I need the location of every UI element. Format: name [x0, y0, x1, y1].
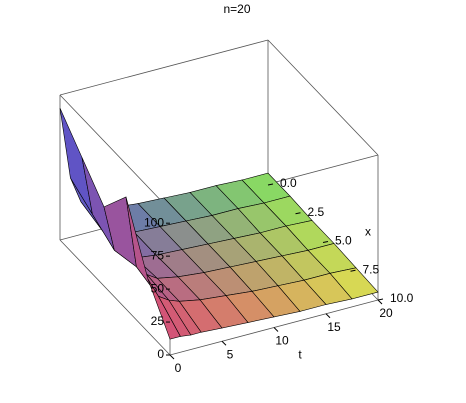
x-tick-label: 10.0 [390, 291, 414, 305]
tick-mark [350, 269, 356, 272]
box-edge [59, 39, 269, 96]
tick-mark [267, 183, 274, 186]
t-tick-label: 10 [275, 334, 289, 348]
x-tick-label: 5.0 [335, 234, 352, 248]
box-edge [59, 94, 171, 211]
x-tick-label: 2.5 [308, 205, 325, 219]
box-edge [267, 39, 379, 156]
box-edge [59, 239, 171, 356]
x-axis-label: x [365, 225, 371, 239]
chart-title: n=20 [223, 2, 250, 16]
t-tick-label: 5 [227, 347, 234, 361]
tick-mark [295, 212, 301, 215]
t-tick-label: 20 [379, 306, 393, 320]
tick-mark [221, 340, 227, 346]
x-tick-label: 7.5 [363, 262, 380, 276]
z-tick-label: 25 [151, 314, 165, 328]
tick-mark [325, 313, 331, 319]
z-tick-label: 0 [157, 347, 164, 361]
surface-patch [147, 279, 181, 340]
z-tick-label: 75 [151, 248, 165, 262]
tick-mark [377, 298, 384, 301]
tick-mark [377, 299, 383, 305]
z-tick-label: 100 [144, 215, 164, 229]
tick-mark [169, 354, 175, 360]
t-tick-label: 0 [175, 361, 182, 375]
tick-mark [322, 241, 329, 243]
tick-mark [273, 327, 279, 332]
x-tick-label: 0.0 [280, 176, 297, 190]
t-tick-label: 15 [327, 320, 341, 334]
z-tick-label: 50 [151, 281, 165, 295]
t-axis-label: t [298, 348, 302, 362]
